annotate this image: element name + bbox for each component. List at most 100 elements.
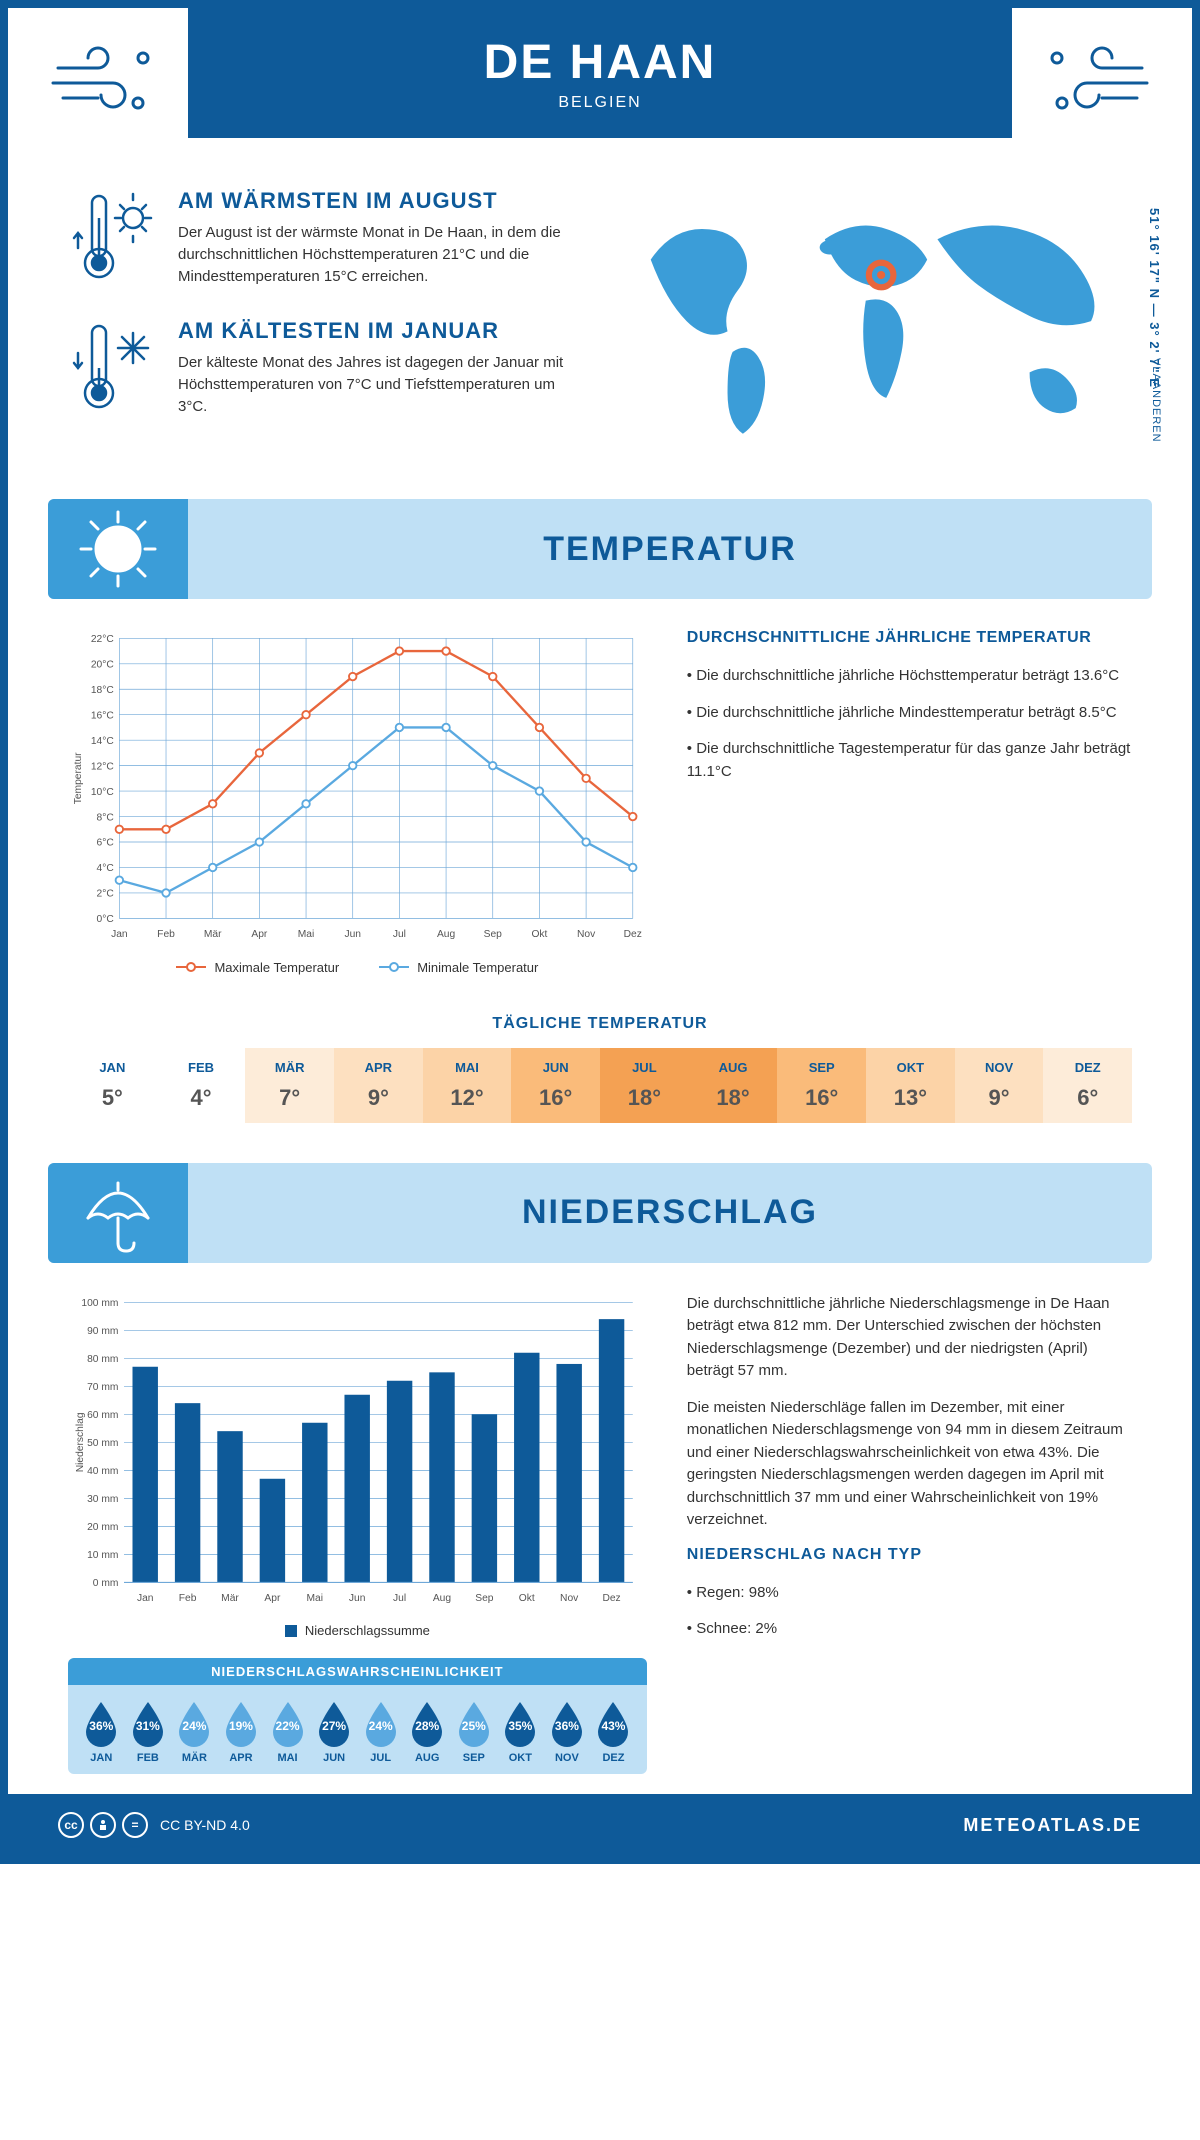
info-left: AM WÄRMSTEN IM AUGUST Der August ist der…: [68, 188, 580, 459]
precip-section-header: NIEDERSCHLAG: [48, 1163, 1152, 1263]
svg-text:12°C: 12°C: [91, 762, 115, 773]
legend-max: Maximale Temperatur: [176, 960, 339, 975]
svg-text:80 mm: 80 mm: [87, 1354, 118, 1365]
dt-value: 7°: [249, 1085, 330, 1111]
dt-value: 12°: [427, 1085, 508, 1111]
page-subtitle: BELGIEN: [558, 94, 641, 112]
info-warm-body: Der August ist der wärmste Monat in De H…: [178, 222, 580, 287]
svg-text:Niederschlag: Niederschlag: [75, 1412, 86, 1472]
dt-value: 4°: [161, 1085, 242, 1111]
svg-text:Mai: Mai: [307, 1593, 324, 1604]
info-cold-body: Der kälteste Monat des Jahres ist dagege…: [178, 352, 580, 417]
dt-month: AUG: [693, 1060, 774, 1075]
info-cold-heading: AM KÄLTESTEN IM JANUAR: [178, 318, 580, 344]
drop-pct: 43%: [601, 1719, 625, 1733]
dt-value: 9°: [338, 1085, 419, 1111]
legend-precip: Niederschlagssumme: [285, 1623, 430, 1638]
svg-text:Aug: Aug: [437, 929, 456, 940]
daily-temp-cell: DEZ6°: [1043, 1048, 1132, 1123]
svg-text:0°C: 0°C: [97, 914, 115, 925]
info-warm-text: AM WÄRMSTEN IM AUGUST Der August ist der…: [178, 188, 580, 287]
daily-temp-cell: NOV 9°: [955, 1048, 1044, 1123]
drop-pct: 36%: [89, 1719, 113, 1733]
svg-text:Dez: Dez: [602, 1593, 620, 1604]
drop-month: FEB: [137, 1752, 159, 1764]
temp-legend: Maximale Temperatur Minimale Temperatur: [68, 960, 647, 975]
svg-text:Jun: Jun: [344, 929, 361, 940]
license-label: CC BY-ND 4.0: [160, 1817, 250, 1833]
svg-text:Jan: Jan: [137, 1593, 154, 1604]
svg-text:Jul: Jul: [393, 929, 406, 940]
precip-prob-drop: 24%MÄR: [172, 1700, 217, 1764]
precip-prob-title: NIEDERSCHLAGSWAHRSCHEINLICHKEIT: [68, 1658, 647, 1685]
infographic-page: DE HAAN BELGIEN AM WÄRMSTEN IM AUGUST De…: [0, 0, 1200, 1864]
svg-text:8°C: 8°C: [97, 813, 115, 824]
drop-month: JAN: [90, 1752, 112, 1764]
daily-temp-cell: AUG18°: [689, 1048, 778, 1123]
info-right: 51° 16' 17" N — 3° 2' 7" E VLAANDEREN: [620, 188, 1132, 459]
legend-min-label: Minimale Temperatur: [417, 960, 538, 975]
dt-month: JUL: [604, 1060, 685, 1075]
legend-max-label: Maximale Temperatur: [214, 960, 339, 975]
svg-text:Jan: Jan: [111, 929, 128, 940]
daily-temp-grid: JAN5°FEB4°MÄR7°APR9°MAI12°JUN16°JUL18°AU…: [68, 1048, 1132, 1123]
drop-month: APR: [229, 1752, 252, 1764]
wind-icon: [1022, 28, 1152, 133]
temp-chart: 0°C2°C4°C6°C8°C10°C12°C14°C16°C18°C20°C2…: [68, 629, 647, 974]
svg-text:Aug: Aug: [433, 1593, 452, 1604]
info-section: AM WÄRMSTEN IM AUGUST Der August ist der…: [8, 178, 1192, 489]
precip-prob-drop: 27% JUN: [312, 1700, 357, 1764]
precip-prob-drop: 24%JUL: [358, 1700, 403, 1764]
svg-text:Okt: Okt: [519, 1593, 535, 1604]
daily-temp-title: TÄGLICHE TEMPERATUR: [8, 1015, 1192, 1033]
precip-type-heading: NIEDERSCHLAG NACH TYP: [687, 1546, 1132, 1564]
footer: cc = CC BY-ND 4.0 METEOATLAS.DE: [8, 1794, 1192, 1856]
svg-text:Mär: Mär: [204, 929, 222, 940]
precip-prob-drop: 22%MAI: [265, 1700, 310, 1764]
dt-value: 16°: [515, 1085, 596, 1111]
precip-prob-drop: 19% APR: [218, 1700, 263, 1764]
site-name: METEOATLAS.DE: [963, 1815, 1142, 1836]
temp-fact-item: • Die durchschnittliche jährliche Höchst…: [687, 665, 1132, 688]
daily-temp-cell: SEP16°: [777, 1048, 866, 1123]
svg-text:90 mm: 90 mm: [87, 1326, 118, 1337]
dt-month: MÄR: [249, 1060, 330, 1075]
svg-text:70 mm: 70 mm: [87, 1382, 118, 1393]
svg-text:Mai: Mai: [298, 929, 315, 940]
daily-temp-cell: MAI 12°: [423, 1048, 512, 1123]
svg-text:6°C: 6°C: [97, 838, 115, 849]
dt-month: JAN: [72, 1060, 153, 1075]
temp-fact-item: • Die durchschnittliche Tagestemperatur …: [687, 738, 1132, 783]
svg-text:10°C: 10°C: [91, 787, 115, 798]
drop-pct: 27%: [322, 1719, 346, 1733]
svg-text:Nov: Nov: [577, 929, 596, 940]
drop-month: MÄR: [182, 1752, 207, 1764]
dt-month: MAI: [427, 1060, 508, 1075]
page-title: DE HAAN: [484, 35, 717, 90]
info-warm-block: AM WÄRMSTEN IM AUGUST Der August ist der…: [68, 188, 580, 293]
precip-probability: NIEDERSCHLAGSWAHRSCHEINLICHKEIT 36% JAN 31…: [68, 1658, 647, 1774]
svg-text:10 mm: 10 mm: [87, 1550, 118, 1561]
svg-text:Dez: Dez: [624, 929, 642, 940]
thermometer-hot-icon: [68, 188, 158, 293]
precip-legend: Niederschlagssumme: [68, 1623, 647, 1638]
temp-chart-row: 0°C2°C4°C6°C8°C10°C12°C14°C16°C18°C20°C2…: [8, 629, 1192, 994]
dt-value: 18°: [604, 1085, 685, 1111]
dt-value: 6°: [1047, 1085, 1128, 1111]
temp-section-title: TEMPERATUR: [188, 530, 1152, 569]
dt-month: NOV: [959, 1060, 1040, 1075]
drop-pct: 31%: [136, 1719, 160, 1733]
dt-month: FEB: [161, 1060, 242, 1075]
svg-text:Feb: Feb: [157, 929, 175, 940]
svg-text:20°C: 20°C: [91, 660, 115, 671]
dt-value: 9°: [959, 1085, 1040, 1111]
drop-month: JUN: [323, 1752, 345, 1764]
drop-pct: 22%: [276, 1719, 300, 1733]
info-warm-heading: AM WÄRMSTEN IM AUGUST: [178, 188, 580, 214]
drop-pct: 19%: [229, 1719, 253, 1733]
precip-text: Die durchschnittliche jährliche Niedersc…: [687, 1293, 1132, 1774]
svg-text:Apr: Apr: [264, 1593, 281, 1604]
svg-text:Mär: Mär: [221, 1593, 239, 1604]
temp-facts-heading: DURCHSCHNITTLICHE JÄHRLICHE TEMPERATUR: [687, 629, 1132, 647]
precip-text1: Die durchschnittliche jährliche Niedersc…: [687, 1293, 1132, 1383]
